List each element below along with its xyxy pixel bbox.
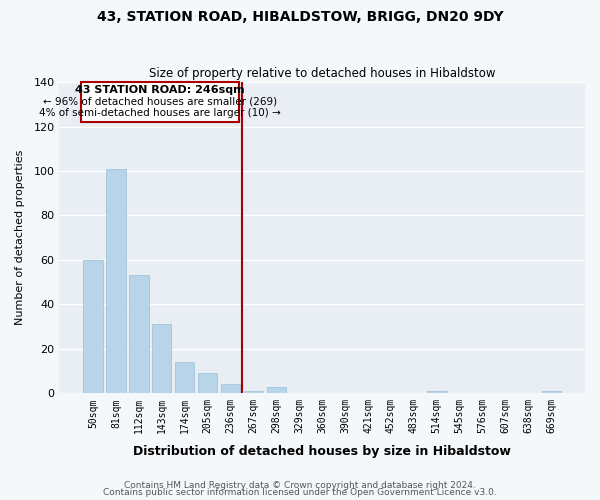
Text: 4% of semi-detached houses are larger (10) →: 4% of semi-detached houses are larger (1… bbox=[39, 108, 281, 118]
Title: Size of property relative to detached houses in Hibaldstow: Size of property relative to detached ho… bbox=[149, 66, 496, 80]
Text: 43, STATION ROAD, HIBALDSTOW, BRIGG, DN20 9DY: 43, STATION ROAD, HIBALDSTOW, BRIGG, DN2… bbox=[97, 10, 503, 24]
Bar bbox=[106, 169, 125, 394]
X-axis label: Distribution of detached houses by size in Hibaldstow: Distribution of detached houses by size … bbox=[133, 444, 511, 458]
FancyBboxPatch shape bbox=[82, 82, 239, 122]
Text: Contains HM Land Registry data © Crown copyright and database right 2024.: Contains HM Land Registry data © Crown c… bbox=[124, 480, 476, 490]
Bar bbox=[266, 386, 286, 394]
Bar bbox=[542, 391, 561, 394]
Bar bbox=[221, 384, 240, 394]
Bar bbox=[129, 276, 149, 394]
Bar bbox=[83, 260, 103, 394]
Bar bbox=[198, 374, 217, 394]
Text: 43 STATION ROAD: 246sqm: 43 STATION ROAD: 246sqm bbox=[75, 86, 245, 96]
Bar bbox=[152, 324, 172, 394]
Bar bbox=[427, 391, 446, 394]
Y-axis label: Number of detached properties: Number of detached properties bbox=[15, 150, 25, 326]
Bar bbox=[244, 391, 263, 394]
Text: ← 96% of detached houses are smaller (269): ← 96% of detached houses are smaller (26… bbox=[43, 96, 277, 106]
Text: Contains public sector information licensed under the Open Government Licence v3: Contains public sector information licen… bbox=[103, 488, 497, 497]
Bar bbox=[175, 362, 194, 394]
